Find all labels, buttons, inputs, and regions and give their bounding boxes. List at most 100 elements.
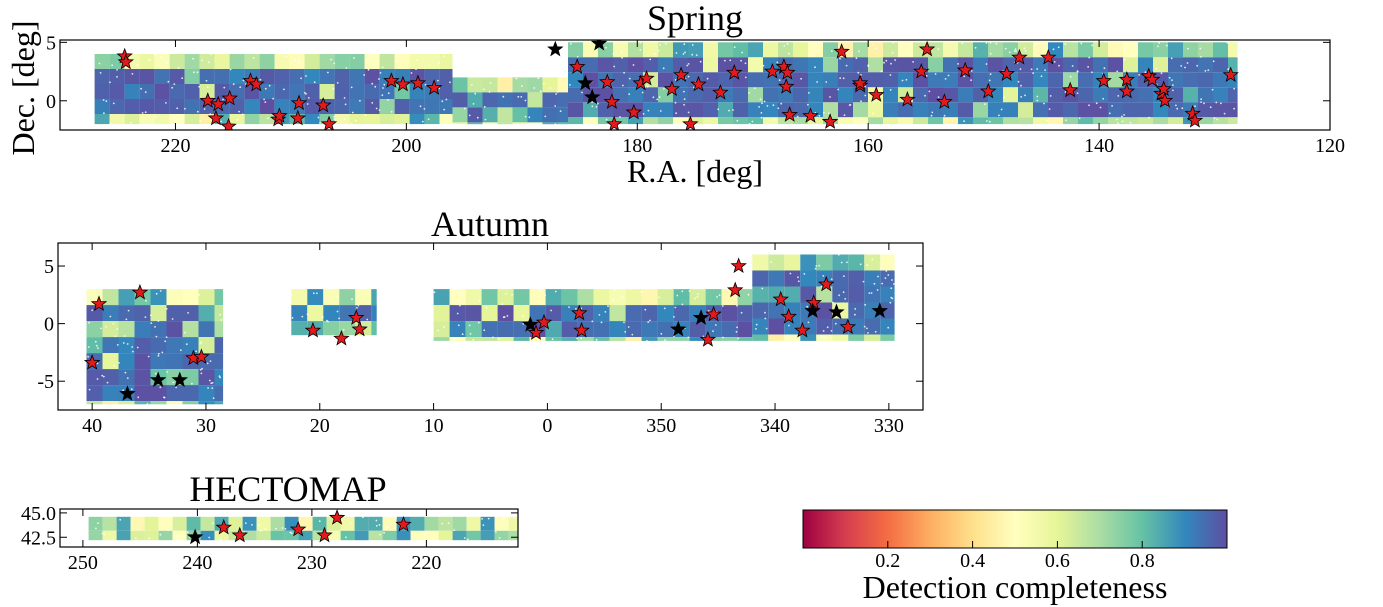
field-tile: [497, 107, 513, 123]
field-tile: [1198, 42, 1213, 58]
field-speckle: [165, 102, 167, 104]
red-star-marker: [979, 82, 997, 99]
field-speckle: [1216, 118, 1218, 121]
field-tile: [166, 385, 183, 402]
field-tile: [1093, 117, 1108, 125]
field-speckle: [715, 324, 717, 326]
field-tile: [823, 72, 838, 88]
field-tile: [848, 270, 865, 287]
field-speckle: [863, 325, 866, 328]
field-speckle: [989, 41, 992, 44]
red-star-marker: [936, 93, 953, 109]
field-speckle: [148, 59, 150, 61]
field-speckle: [696, 296, 699, 298]
field-tile: [199, 69, 215, 84]
field-speckle: [99, 72, 102, 74]
autumn-ticks: 40 30 20 10 0 350 340 330 -5 0 5: [37, 243, 923, 437]
field-speckle: [845, 64, 848, 67]
field-speckle: [1043, 102, 1045, 105]
field-speckle: [551, 338, 554, 341]
field-speckle: [1227, 68, 1230, 71]
field-speckle: [818, 264, 821, 267]
field-speckle: [875, 47, 878, 49]
field-speckle: [943, 114, 946, 117]
field-tile: [943, 117, 958, 125]
field-speckle: [838, 294, 840, 297]
field-speckle: [684, 51, 686, 54]
field-tile: [613, 102, 628, 118]
field-tile: [848, 254, 865, 271]
field-tile: [86, 369, 103, 386]
field-tile: [973, 72, 988, 88]
field-speckle: [207, 387, 210, 389]
field-tile: [229, 69, 245, 84]
x-tick-label: 340: [760, 415, 790, 437]
field-speckle: [200, 372, 203, 375]
field-speckle: [598, 314, 601, 316]
field-tile: [823, 102, 838, 118]
field-speckle: [375, 519, 378, 522]
red-star-marker: [918, 40, 936, 57]
field-speckle: [613, 288, 616, 291]
field-speckle: [112, 102, 115, 105]
field-tile: [139, 99, 155, 114]
field-speckle: [658, 96, 661, 99]
field-tile: [198, 321, 215, 338]
field-speckle: [201, 59, 204, 62]
field-tile: [721, 321, 738, 338]
red-star-marker: [1184, 104, 1201, 121]
field-tile: [568, 102, 583, 118]
field-speckle: [176, 535, 178, 538]
field-speckle: [88, 388, 91, 391]
field-tile: [1048, 72, 1063, 88]
field-tile: [1078, 87, 1093, 103]
field-tile: [673, 305, 690, 322]
red-star-marker: [131, 283, 149, 300]
field-tile: [88, 530, 103, 541]
field-speckle: [477, 321, 480, 324]
field-speckle: [706, 77, 709, 80]
field-speckle: [732, 109, 734, 111]
field-tile: [1003, 102, 1018, 118]
field-tile: [658, 72, 673, 88]
field-speckle: [427, 118, 430, 121]
field-speckle: [199, 368, 202, 371]
field-speckle: [443, 108, 446, 111]
field-speckle: [303, 91, 306, 94]
field-speckle: [788, 52, 790, 55]
field-tile: [808, 72, 823, 88]
panel-spring: Spring 220 200 180 160 140 120 0 5 R.A. [deg] D…: [5, 0, 1345, 189]
field-tile: [1228, 102, 1238, 118]
field-speckle: [381, 66, 384, 69]
field-speckle: [707, 310, 710, 312]
field-tile: [657, 321, 674, 338]
field-tile: [733, 57, 748, 73]
field-tile: [816, 302, 833, 319]
field-tile: [1168, 72, 1183, 88]
field-speckle: [1160, 72, 1163, 75]
field-speckle: [205, 79, 208, 82]
field-tile: [609, 321, 626, 338]
field-speckle: [485, 306, 488, 309]
field-speckle: [375, 525, 378, 527]
field-speckle: [761, 102, 763, 105]
field-tile: [508, 530, 518, 541]
field-speckle: [441, 522, 443, 525]
field-tile: [124, 84, 140, 99]
field-tile: [913, 87, 928, 103]
field-speckle: [1017, 80, 1020, 83]
red-star-marker: [348, 309, 365, 325]
field-speckle: [238, 110, 241, 113]
field-speckle: [268, 84, 271, 87]
field-tile: [480, 516, 495, 531]
field-speckle: [449, 81, 451, 84]
field-speckle: [193, 71, 195, 74]
field-speckle: [780, 102, 783, 105]
field-speckle: [1211, 88, 1214, 91]
field-speckle: [290, 532, 293, 535]
field-tile: [214, 353, 224, 370]
field-speckle: [766, 105, 769, 107]
field-speckle: [751, 120, 754, 123]
field-tile: [364, 99, 380, 114]
field-speckle: [180, 349, 182, 352]
